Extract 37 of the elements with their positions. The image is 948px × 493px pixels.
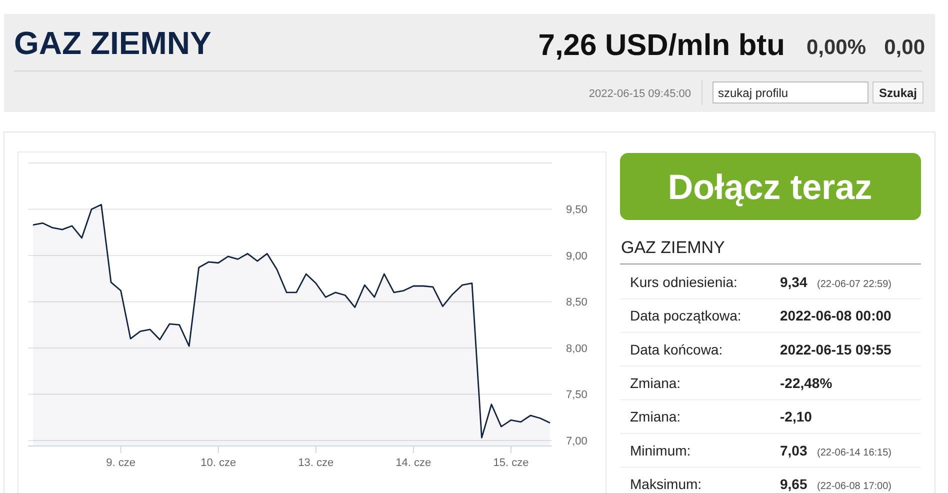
search-button: Szukaj bbox=[872, 82, 924, 104]
category-label: Maksimum: bbox=[630, 476, 702, 492]
join-button: Dołącz teraz bbox=[620, 153, 921, 220]
category-label: Minimum: bbox=[630, 442, 691, 458]
search-field: szukaj profilu bbox=[712, 82, 868, 104]
text: (22-06-08 17:00) bbox=[817, 481, 892, 492]
text: (22-06-07 22:59) bbox=[817, 278, 892, 290]
text: 0,00% bbox=[806, 36, 866, 59]
text: 0,00 bbox=[884, 36, 925, 59]
y-tick-label: 7,50 bbox=[566, 389, 588, 402]
x-tick-label: 15. cze bbox=[493, 457, 529, 469]
category-label: Data końcowa: bbox=[630, 341, 723, 358]
category-label: Kurs odniesienia: bbox=[630, 274, 738, 290]
text: 2022-06-08 00:00 bbox=[780, 308, 892, 324]
y-tick-label: 8,00 bbox=[566, 342, 588, 355]
text: (22-06-14 16:15) bbox=[817, 447, 892, 458]
chart-title: GAZ ZIEMNY bbox=[14, 25, 212, 61]
category-label: Zmiana: bbox=[630, 408, 681, 425]
text: 7,03 bbox=[780, 442, 808, 458]
text: 2022-06-15 09:55 bbox=[780, 341, 892, 358]
y-tick-label: 7,00 bbox=[566, 435, 588, 448]
text: 7,26 USD/mln btu bbox=[538, 29, 785, 62]
x-tick-label: 14. cze bbox=[396, 457, 432, 469]
text: -22,48% bbox=[780, 374, 832, 391]
x-tick-label: 9. cze bbox=[106, 457, 136, 469]
y-tick-label: 8,50 bbox=[566, 296, 588, 309]
text: -2,10 bbox=[780, 408, 812, 425]
category-label: Data początkowa: bbox=[630, 308, 742, 324]
x-tick-label: 10. cze bbox=[200, 457, 236, 469]
y-tick-label: 9,50 bbox=[566, 204, 588, 216]
y-tick-label: 9,00 bbox=[566, 250, 588, 262]
text: 9,34 bbox=[780, 274, 808, 290]
text: 9,65 bbox=[780, 476, 808, 492]
x-tick-label: 13. cze bbox=[298, 457, 334, 469]
text: 2022-06-15 09:45:00 bbox=[588, 88, 691, 100]
category-label: Zmiana: bbox=[630, 374, 681, 391]
text: GAZ ZIEMNY bbox=[621, 238, 725, 257]
